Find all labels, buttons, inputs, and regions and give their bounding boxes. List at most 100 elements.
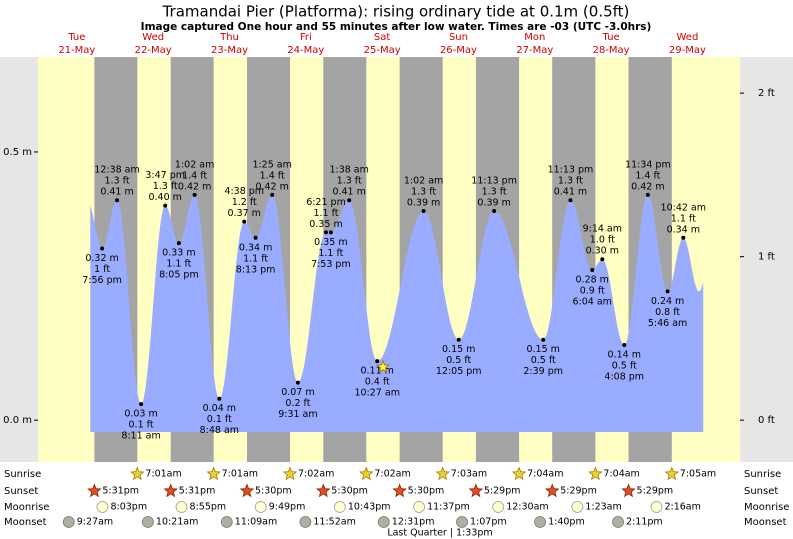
moonrise-icon [254, 501, 267, 513]
tide-label: 0.8 ft [655, 307, 680, 318]
tide-label: 0.04 m [203, 403, 236, 414]
tide-label: 0.1 ft [207, 414, 232, 425]
sunset-icon [468, 483, 484, 498]
sunrise-icon [130, 466, 145, 481]
tide-label: 12:05 pm [436, 366, 482, 377]
right-panel [740, 57, 793, 462]
day-date: 21-May [58, 45, 95, 56]
moonrise-icon [492, 501, 505, 513]
tide-label: 0.1 ft [129, 420, 154, 431]
tide-label: 0.34 m [239, 242, 272, 253]
moonset-time: 2:11pm [626, 517, 663, 528]
tide-label: 1.1 ft [243, 253, 268, 264]
tide-label: 1.4 ft [182, 170, 207, 181]
tide-point [163, 203, 168, 208]
day-date: 28-May [593, 45, 630, 56]
tide-point [568, 198, 573, 203]
tide-label: 8:48 am [200, 425, 239, 436]
tide-label: 7:53 pm [311, 259, 351, 270]
sunrise-icon [588, 466, 603, 481]
tide-point [681, 235, 686, 240]
moonset-icon [220, 516, 233, 528]
moonset-icon [534, 516, 546, 528]
tide-label: 1.1 ft [671, 213, 696, 224]
moonrise-time: 8:55pm [190, 502, 227, 513]
tide-point [324, 230, 329, 235]
day-weekday: Fri [300, 32, 312, 43]
tide-label: 0.41 m [100, 187, 133, 198]
tide-label: 0.32 m [85, 253, 118, 264]
tide-label: 1.3 ft [558, 176, 583, 187]
tide-label: 0.14 m [608, 350, 641, 361]
y2-tick-label: 2 ft [758, 88, 775, 99]
sunrise-time: 7:05am [680, 469, 716, 480]
moonset-time: 9:27am [77, 517, 113, 528]
tide-point [328, 230, 333, 235]
y2-tick-label: 0 ft [758, 415, 775, 426]
moonset-icon [142, 516, 154, 528]
moonrise-icon [571, 501, 584, 513]
sunset-time: 5:30pm [255, 486, 292, 497]
tide-label: 1:38 am [329, 165, 368, 176]
moonset-time: 12:31pm [392, 517, 435, 528]
tide-label: 0.07 m [281, 387, 314, 398]
tide-area [90, 194, 704, 432]
tide-label: 0.42 m [178, 181, 211, 192]
current-time-marker [376, 359, 390, 374]
tide-label: 0.39 m [407, 197, 440, 208]
tide-label: 0.37 m [228, 208, 261, 219]
sunset-icon [87, 483, 102, 498]
sunrise-time: 7:02am [374, 469, 410, 480]
sunset-time: 5:29pm [484, 486, 521, 497]
sunset-icon [544, 483, 560, 498]
moonrise-time: 8:03pm [110, 502, 147, 513]
day-weekday: Tue [602, 32, 620, 43]
tide-label: 4:08 pm [604, 372, 644, 383]
day-date: 26-May [440, 45, 477, 56]
tide-label: 1.1 ft [313, 208, 338, 219]
moonset-icon [62, 516, 75, 528]
day-date: 24-May [287, 45, 324, 56]
moonrise-icon [650, 501, 663, 513]
tide-label: 0.42 m [255, 181, 288, 192]
tide-label: 10:27 am [354, 388, 399, 399]
moonset-icon [456, 516, 468, 528]
row-label: Moonrise [4, 502, 49, 513]
moonrise-icon [96, 501, 109, 513]
row-label: Sunrise [4, 469, 41, 480]
tide-point [347, 198, 352, 203]
day-weekday: Thu [219, 32, 239, 43]
tide-label: 1:02 am [175, 159, 214, 170]
tide-label: 8:05 pm [159, 270, 199, 281]
tide-point [100, 246, 105, 251]
chart-title: Tramandai Pier (Platforma): rising ordin… [162, 3, 630, 21]
tide-label: 0.11 m [360, 366, 393, 377]
tide-label: 0.15 m [442, 344, 475, 355]
tide-label: 0.30 m [586, 246, 619, 257]
tide-point [139, 402, 144, 407]
tide-point [622, 343, 627, 348]
tide-label: 1.1 ft [318, 248, 343, 259]
tide-label: 0.39 m [477, 197, 510, 208]
tide-label: 9:31 am [278, 409, 317, 420]
moonset-icon [377, 516, 390, 528]
tide-label: 0.15 m [526, 344, 559, 355]
sunrise-time: 7:02am [298, 469, 334, 480]
day-date: 25-May [364, 45, 401, 56]
tide-label: 1.0 ft [590, 235, 615, 246]
tide-point [541, 337, 546, 342]
sunset-time: 5:31pm [102, 486, 139, 497]
tide-label: 0.24 m [651, 296, 684, 307]
tide-label: 1.1 ft [166, 259, 191, 270]
tide-label: 0.33 m [162, 248, 195, 259]
day-weekday: Sat [374, 32, 390, 43]
moonset-icon [612, 516, 624, 528]
moonrise-time: 2:16am [664, 502, 700, 513]
tide-label: 6:04 am [573, 296, 612, 307]
tide-label: 1.3 ft [482, 186, 507, 197]
moonrise-time: 10:43pm [348, 502, 391, 513]
sunrise-icon [664, 466, 680, 481]
left-panel [0, 57, 38, 462]
moonrise-icon [333, 501, 346, 513]
